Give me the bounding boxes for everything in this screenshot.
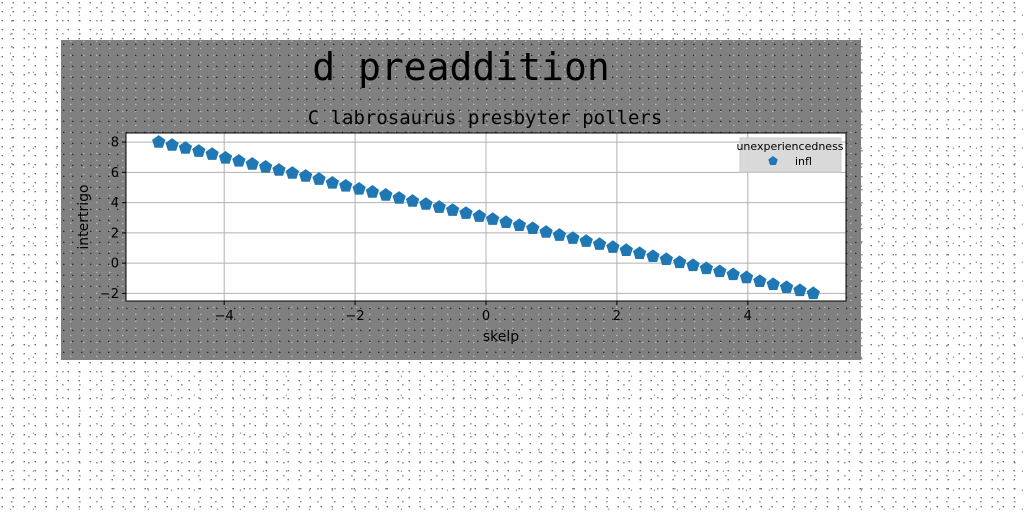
x-tick-label: 0 (482, 309, 490, 324)
data-point (673, 255, 687, 269)
data-point (432, 200, 446, 213)
legend-entry-label: infl (795, 155, 812, 168)
data-point (205, 147, 219, 160)
data-point (419, 197, 433, 210)
y-tick-label: 0 (111, 257, 119, 272)
data-point (405, 194, 420, 207)
y-tick-label: 2 (111, 226, 119, 241)
data-point (552, 228, 567, 241)
data-point (272, 163, 286, 176)
data-point (592, 237, 607, 250)
data-point (579, 234, 593, 247)
data-point (526, 221, 540, 235)
data-point (512, 218, 527, 231)
data-point (499, 215, 513, 228)
data-point (793, 283, 807, 297)
data-point (299, 169, 313, 182)
scatter-chart: d preaddition C labrosaurus presbyter po… (76, 45, 847, 345)
y-axis-label: intertrigo (76, 184, 92, 249)
chart-subtitle: C labrosaurus presbyter pollers (308, 107, 663, 129)
y-tick-label: −2 (100, 287, 119, 302)
data-point (726, 267, 740, 281)
data-point (165, 138, 179, 151)
data-point (459, 206, 473, 219)
x-tick-label: −2 (346, 309, 365, 324)
legend-box (739, 137, 842, 173)
axis-ticks: −4 −2 0 2 4 −2 0 2 4 6 8 (100, 136, 752, 324)
data-point (566, 231, 580, 244)
data-point (312, 172, 326, 185)
x-tick-label: 2 (613, 309, 621, 324)
data-point (392, 191, 406, 204)
y-tick-label: 6 (111, 166, 119, 181)
data-point (659, 252, 673, 266)
data-point (379, 188, 393, 201)
data-point (619, 243, 633, 256)
data-point (486, 212, 500, 225)
data-point (699, 261, 714, 275)
data-point (192, 144, 206, 157)
data-point (445, 203, 460, 216)
chart-title: d preaddition (312, 45, 609, 89)
data-point (739, 270, 754, 284)
data-point (472, 209, 486, 222)
data-point (779, 280, 794, 294)
data-point (339, 178, 353, 192)
y-tick-label: 4 (111, 196, 119, 211)
x-tick-label: 4 (744, 309, 752, 324)
x-axis-label: skelp (483, 329, 519, 345)
data-point (646, 249, 660, 263)
data-point (766, 277, 780, 291)
data-point (232, 154, 246, 167)
data-point (285, 166, 299, 179)
data-point (325, 175, 340, 189)
data-point (152, 135, 166, 148)
data-points (152, 135, 820, 300)
legend-marker-pentagon-icon (768, 156, 778, 166)
data-point (753, 274, 767, 287)
data-point (686, 258, 700, 272)
data-point (352, 182, 366, 195)
data-point (539, 225, 553, 238)
data-point (218, 150, 233, 164)
legend: unexperiencedness infl (736, 137, 844, 173)
data-point (713, 264, 727, 278)
data-point (806, 286, 820, 300)
x-tick-label: −4 (215, 309, 234, 324)
y-tick-label: 8 (111, 136, 119, 151)
data-point (178, 141, 193, 154)
legend-title: unexperiencedness (736, 140, 843, 153)
data-point (365, 185, 380, 198)
data-point (606, 240, 620, 253)
grid (126, 133, 846, 301)
data-point (632, 246, 647, 259)
data-point (245, 157, 259, 170)
chart-figure: d preaddition C labrosaurus presbyter po… (61, 40, 861, 360)
data-point (258, 160, 273, 173)
